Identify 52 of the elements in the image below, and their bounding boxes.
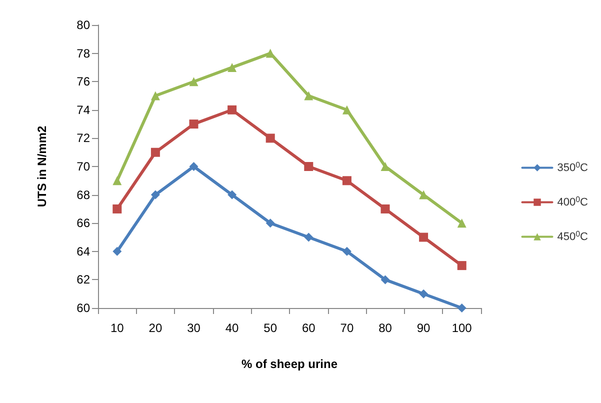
point (342, 105, 352, 114)
point (112, 246, 122, 256)
y-tick-label: 60 (76, 301, 90, 315)
point (342, 176, 352, 186)
x-tick-label: 70 (340, 321, 354, 335)
x-tick-label: 90 (416, 321, 431, 335)
x-tick-label: 80 (378, 321, 392, 335)
point (304, 91, 314, 100)
point (457, 261, 466, 270)
point (228, 62, 237, 72)
point (380, 204, 390, 214)
x-tick-label: 40 (225, 321, 240, 335)
y-tick-label: 68 (76, 188, 90, 202)
y-tick-label: 70 (76, 160, 90, 174)
point (189, 77, 198, 86)
point (228, 190, 237, 200)
y-tick-label: 66 (76, 216, 90, 230)
point (266, 134, 275, 143)
point (457, 218, 466, 228)
y-tick-label: 74 (76, 102, 90, 117)
point (112, 176, 122, 186)
point (380, 162, 390, 171)
x-tick-label: 20 (148, 321, 162, 335)
point (304, 162, 314, 171)
point (380, 275, 390, 284)
y-axis-title: UTS in N/mm2 (35, 126, 49, 208)
point (228, 105, 237, 114)
x-tick-label: 10 (110, 321, 124, 335)
point (342, 246, 352, 256)
y-tick-label: 72 (76, 131, 90, 146)
x-tick-label: 30 (187, 321, 201, 335)
point (266, 218, 275, 228)
y-tick-label: 62 (76, 272, 90, 287)
y-tick-label: 76 (76, 74, 90, 89)
point (189, 162, 198, 171)
y-tick-label: 64 (76, 244, 90, 258)
point (419, 289, 428, 298)
point (112, 204, 122, 214)
x-tick-label: 100 (452, 321, 472, 335)
x-axis-title: % of sheep urine (241, 357, 338, 371)
y-tick-label: 78 (76, 46, 90, 60)
point (150, 91, 160, 100)
x-tick-label: 60 (302, 321, 316, 335)
point (150, 148, 160, 157)
point (150, 190, 160, 200)
point (419, 190, 428, 200)
point (189, 120, 198, 129)
x-tick-label: 50 (264, 321, 278, 335)
point (304, 232, 314, 242)
point (419, 232, 428, 242)
point (457, 304, 466, 312)
y-tick-label: 80 (76, 18, 90, 32)
